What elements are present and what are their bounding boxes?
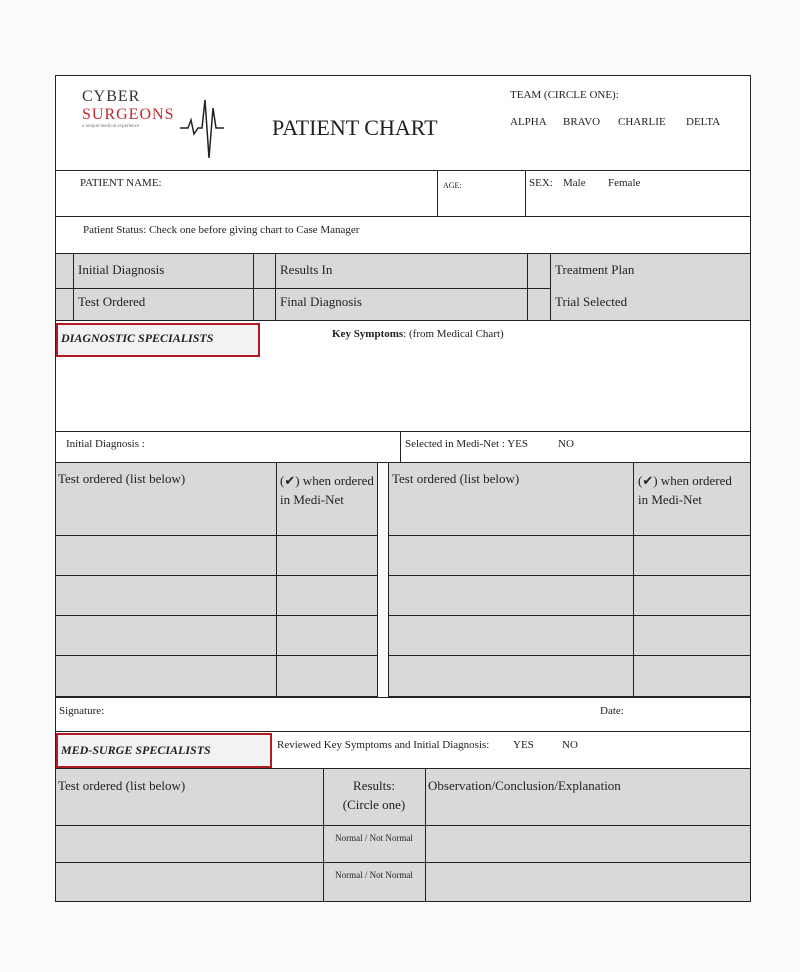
team-bravo[interactable]: BRAVO (563, 116, 601, 128)
col-test-ordered-left: Test ordered (list below) (58, 471, 186, 486)
checkbox-initial-diagnosis[interactable] (55, 253, 74, 289)
result-option-2[interactable]: Normal / Not Normal (335, 870, 413, 880)
status-trial-selected: Trial Selected (555, 294, 628, 309)
table-cell[interactable] (276, 615, 378, 656)
initial-diagnosis-label: Initial Diagnosis : (66, 438, 145, 450)
table-cell[interactable] (55, 862, 324, 902)
logo-line1: CYBER (82, 88, 141, 105)
team-alpha[interactable]: ALPHA (510, 116, 547, 128)
ms-col-results: Results: (353, 778, 395, 793)
col-check-right: (✔) when ordered in Medi-Net (638, 473, 732, 507)
status-row (55, 216, 751, 254)
table-cell[interactable] (55, 825, 324, 863)
checkbox-treatment-plan[interactable] (527, 253, 551, 289)
table-cell[interactable] (388, 655, 634, 697)
header-cell (276, 462, 378, 536)
result-option-1[interactable]: Normal / Not Normal (335, 833, 413, 843)
table-cell[interactable] (323, 862, 426, 902)
team-label: TEAM (CIRCLE ONE): (510, 89, 619, 101)
checkbox-test-ordered[interactable] (55, 288, 74, 321)
checkbox-trial-selected[interactable] (527, 288, 551, 321)
status-results-in: Results In (280, 262, 333, 277)
ms-col-test: Test ordered (list below) (58, 778, 186, 793)
team-charlie[interactable]: CHARLIE (618, 116, 666, 128)
checkbox-final-diagnosis[interactable] (253, 288, 276, 321)
logo-tagline: a unique medical experience (82, 124, 140, 129)
table-cell[interactable] (633, 575, 751, 616)
signature-label: Signature: (59, 705, 105, 717)
table-cell[interactable] (276, 575, 378, 616)
col-test-ordered-right: Test ordered (list below) (392, 471, 520, 486)
ms-col-results-note: (Circle one) (342, 797, 406, 812)
patient-name-field[interactable] (55, 170, 438, 217)
header-box (55, 75, 751, 171)
patient-name-label: PATIENT NAME: (80, 177, 162, 189)
status-initial-diagnosis: Initial Diagnosis (78, 262, 165, 277)
reviewed-label: Reviewed Key Symptoms and Initial Diagno… (277, 739, 490, 751)
signature-field[interactable] (55, 697, 751, 732)
table-cell[interactable] (425, 825, 751, 863)
table-cell[interactable] (388, 535, 634, 576)
checkbox-results-in[interactable] (253, 253, 276, 289)
sex-label: SEX: (529, 177, 553, 189)
status-treatment-plan: Treatment Plan (555, 262, 635, 277)
table-cell[interactable] (55, 615, 277, 656)
header-cell (633, 462, 751, 536)
table-cell[interactable] (425, 862, 751, 902)
status-label: Patient Status: Check one before giving … (83, 224, 360, 236)
age-label: AGE: (443, 181, 462, 190)
table-cell[interactable] (633, 535, 751, 576)
col-check-left: (✔) when ordered in Medi-Net (280, 473, 374, 507)
table-cell[interactable] (276, 655, 378, 697)
header-cell (425, 768, 751, 826)
table-cell[interactable] (323, 825, 426, 863)
table-cell[interactable] (276, 535, 378, 576)
age-field[interactable] (437, 170, 526, 217)
team-delta[interactable]: DELTA (686, 116, 721, 128)
table-cell[interactable] (633, 615, 751, 656)
key-symptoms-label: Key Symptoms: (from Medical Chart) (332, 328, 504, 340)
table-cell[interactable] (55, 655, 277, 697)
status-final-diagnosis: Final Diagnosis (280, 294, 362, 309)
date-label: Date: (600, 705, 624, 717)
selected-medinet-no[interactable]: NO (558, 438, 574, 450)
selected-medinet-yes[interactable]: Selected in Medi-Net : YES (405, 438, 529, 450)
header-cell (55, 462, 277, 536)
medsurge-specialists-heading: MED-SURGE SPECIALISTS (56, 733, 272, 768)
table-cell[interactable] (388, 575, 634, 616)
initial-diagnosis-field[interactable] (55, 431, 401, 463)
logo: CYBER SURGEONS a unique medical experien… (82, 88, 174, 129)
heartbeat-icon (180, 99, 224, 159)
reviewed-yes[interactable]: YES (513, 739, 534, 751)
logo-line2: SURGEONS (82, 106, 175, 123)
selected-medinet-field (400, 431, 751, 463)
table-cell[interactable] (55, 575, 277, 616)
sex-male[interactable]: Male (563, 177, 586, 189)
reviewed-no[interactable]: NO (562, 739, 578, 751)
sex-female[interactable]: Female (608, 177, 641, 189)
status-test-ordered: Test Ordered (78, 294, 146, 309)
page-title: PATIENT CHART (272, 115, 438, 140)
table-cell[interactable] (55, 535, 277, 576)
table-cell[interactable] (388, 615, 634, 656)
diagnostic-specialists-heading: DIAGNOSTIC SPECIALISTS (56, 323, 260, 357)
ms-col-observation: Observation/Conclusion/Explanation (428, 778, 621, 793)
header-cell (55, 768, 324, 826)
key-symptoms-note: : (from Medical Chart) (403, 328, 504, 340)
table-cell[interactable] (633, 655, 751, 697)
key-symptoms-bold: Key Symptoms (332, 328, 404, 340)
